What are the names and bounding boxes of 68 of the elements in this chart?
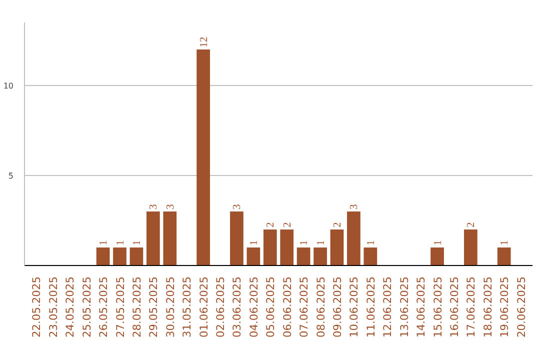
data-label: 1	[432, 240, 444, 246]
data-label: 1	[248, 240, 260, 246]
x-tick-label: 11.06.2025	[364, 276, 378, 338]
x-tick-label: 02.06.2025	[214, 276, 228, 338]
data-label: 1	[366, 240, 377, 246]
bar	[497, 248, 511, 266]
data-label: 12	[198, 36, 210, 48]
bar	[263, 230, 277, 266]
data-label: 2	[266, 222, 277, 228]
data-label: 2	[466, 222, 478, 228]
bar	[296, 248, 310, 266]
bar	[246, 248, 260, 266]
data-label: 1	[500, 240, 511, 246]
y-tick-label: 5	[8, 172, 14, 180]
bar	[163, 212, 177, 266]
bar	[230, 212, 244, 266]
x-tick-label: 08.06.2025	[314, 276, 328, 338]
x-tick-label: 24.05.2025	[64, 276, 77, 338]
x-tick-label: 17.06.2025	[464, 276, 478, 338]
x-tick-label: 04.06.2025	[247, 276, 260, 338]
x-tick-label: 22.05.2025	[30, 276, 44, 338]
x-tick-label: 14.06.2025	[414, 276, 428, 338]
bar	[280, 230, 294, 266]
data-label: 3	[349, 204, 360, 210]
x-tick-label: 15.06.2025	[431, 276, 444, 338]
x-tick-label: 12.06.2025	[381, 276, 394, 338]
x-tick-label: 16.06.2025	[448, 276, 461, 338]
x-tick-label: 18.06.2025	[481, 276, 494, 338]
x-tick-label: 01.06.2025	[197, 276, 210, 338]
bar	[430, 248, 444, 266]
x-tick-label: 26.05.2025	[97, 276, 110, 338]
bar	[314, 248, 327, 266]
x-tick-label: 13.06.2025	[398, 276, 411, 338]
x-tick-label: 31.05.2025	[180, 276, 194, 338]
bar	[113, 248, 126, 266]
bar	[464, 230, 478, 266]
data-label: 1	[299, 240, 310, 246]
x-tick-label: 09.06.2025	[330, 276, 344, 338]
x-tick-label: 29.05.2025	[147, 276, 160, 338]
bar	[347, 212, 360, 266]
x-tick-label: 19.06.2025	[498, 276, 512, 338]
x-tick-label: 27.05.2025	[114, 276, 127, 338]
bar	[146, 212, 160, 266]
x-tick-label: 23.05.2025	[46, 276, 60, 338]
data-label: 1	[316, 240, 327, 246]
x-tick-label: 03.06.2025	[230, 276, 244, 338]
bar	[364, 248, 378, 266]
x-tick-label: 20.06.2025	[514, 276, 528, 338]
data-label: 1	[98, 240, 110, 246]
x-tick-label: 07.06.2025	[298, 276, 311, 338]
bar	[96, 248, 110, 266]
x-tick-label: 25.05.2025	[80, 276, 94, 338]
data-label: 3	[165, 204, 176, 210]
bar	[330, 230, 344, 266]
x-tick-label: 10.06.2025	[348, 276, 361, 338]
x-tick-label: 05.06.2025	[264, 276, 278, 338]
x-tick-label: 28.05.2025	[130, 276, 144, 338]
data-label: 2	[282, 222, 294, 228]
x-tick-label: 06.06.2025	[280, 276, 294, 338]
data-label: 3	[232, 204, 244, 210]
bar	[196, 50, 210, 266]
data-label: 3	[148, 204, 160, 210]
data-label: 1	[115, 240, 126, 246]
bar	[130, 248, 144, 266]
y-tick-label: 10	[3, 82, 14, 90]
data-label: 2	[332, 222, 344, 228]
x-tick-label: 30.05.2025	[164, 276, 177, 338]
data-label: 1	[132, 240, 143, 246]
